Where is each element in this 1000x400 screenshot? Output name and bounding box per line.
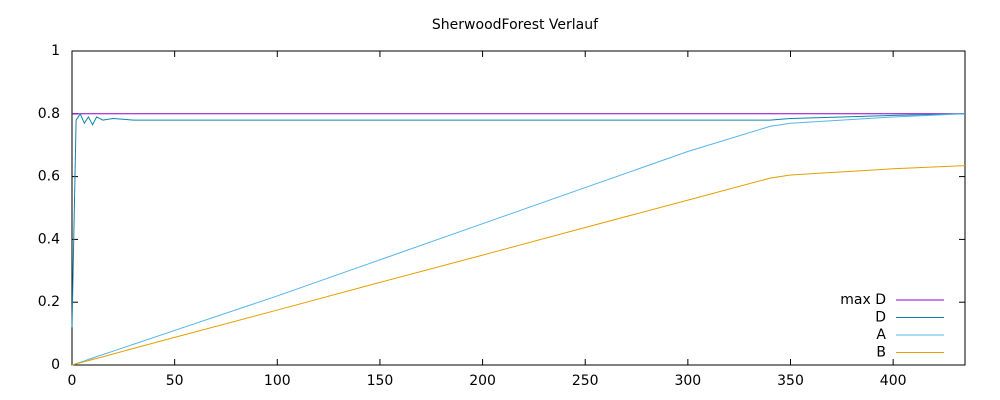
- y-tick-label: 0.6: [38, 169, 60, 185]
- x-tick-label: 300: [674, 373, 701, 389]
- x-tick-label: 350: [777, 373, 804, 389]
- x-tick-label: 150: [367, 373, 394, 389]
- chart-title: SherwoodForest Verlauf: [432, 17, 599, 33]
- legend-label: max D: [840, 292, 886, 308]
- data-line: [71, 165, 966, 366]
- y-tick-label: 0.8: [38, 106, 60, 122]
- x-tick-label: 100: [264, 373, 291, 389]
- data-line: [71, 113, 966, 366]
- x-tick-label: 250: [572, 373, 599, 389]
- legend-label: A: [876, 327, 886, 343]
- y-tick-label: 1: [51, 43, 60, 59]
- legend-label: D: [875, 310, 886, 326]
- y-tick-label: 0.2: [38, 294, 60, 310]
- legend-label: B: [876, 345, 886, 361]
- x-tick-label: 50: [166, 373, 184, 389]
- x-tick-label: 400: [880, 373, 907, 389]
- data-line: [71, 112, 966, 328]
- x-tick-label: 0: [68, 373, 77, 389]
- plot-border: [71, 50, 966, 366]
- y-tick-label: 0.4: [38, 231, 60, 247]
- y-tick-label: 0: [51, 357, 60, 373]
- x-tick-label: 200: [469, 373, 496, 389]
